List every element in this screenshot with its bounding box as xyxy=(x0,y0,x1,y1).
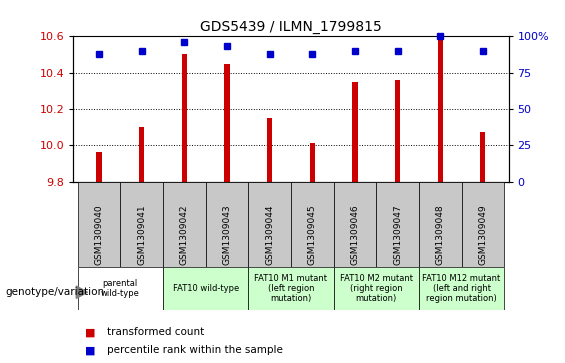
Text: GSM1309046: GSM1309046 xyxy=(350,204,359,265)
Text: FAT10 wild-type: FAT10 wild-type xyxy=(172,284,239,293)
Bar xyxy=(267,118,272,182)
Bar xyxy=(480,132,485,182)
Text: FAT10 M2 mutant
(right region
mutation): FAT10 M2 mutant (right region mutation) xyxy=(340,274,413,303)
Text: genotype/variation: genotype/variation xyxy=(6,287,105,297)
Text: GSM1309045: GSM1309045 xyxy=(308,204,317,265)
Bar xyxy=(310,143,315,182)
Text: transformed count: transformed count xyxy=(107,327,205,337)
Text: GSM1309047: GSM1309047 xyxy=(393,204,402,265)
Polygon shape xyxy=(76,286,88,298)
Bar xyxy=(97,152,102,182)
Bar xyxy=(419,267,504,310)
Text: GSM1309042: GSM1309042 xyxy=(180,205,189,265)
Bar xyxy=(78,267,163,310)
Bar xyxy=(395,80,400,182)
Bar xyxy=(139,127,144,182)
Text: GSM1309040: GSM1309040 xyxy=(94,204,103,265)
Text: parental
wild-type: parental wild-type xyxy=(101,279,140,298)
Text: GSM1309049: GSM1309049 xyxy=(479,204,488,265)
Text: FAT10 M1 mutant
(left region
mutation): FAT10 M1 mutant (left region mutation) xyxy=(254,274,328,303)
Bar xyxy=(78,182,120,267)
Bar xyxy=(120,182,163,267)
Bar xyxy=(249,182,291,267)
Text: GSM1309048: GSM1309048 xyxy=(436,204,445,265)
Bar xyxy=(419,182,462,267)
Bar xyxy=(206,182,249,267)
Bar xyxy=(353,82,358,182)
Bar xyxy=(224,64,229,182)
Bar xyxy=(376,182,419,267)
Title: GDS5439 / ILMN_1799815: GDS5439 / ILMN_1799815 xyxy=(200,20,382,34)
Bar xyxy=(333,267,419,310)
Text: GSM1309044: GSM1309044 xyxy=(265,205,274,265)
Bar xyxy=(333,182,376,267)
Bar xyxy=(438,40,443,182)
Bar xyxy=(291,182,333,267)
Text: GSM1309041: GSM1309041 xyxy=(137,204,146,265)
Bar xyxy=(163,267,249,310)
Bar xyxy=(163,182,206,267)
Bar xyxy=(462,182,504,267)
Text: GSM1309043: GSM1309043 xyxy=(223,204,232,265)
Bar xyxy=(249,267,333,310)
Bar xyxy=(182,54,187,182)
Text: ■: ■ xyxy=(85,345,95,355)
Text: ■: ■ xyxy=(85,327,95,337)
Text: FAT10 M12 mutant
(left and right
region mutation): FAT10 M12 mutant (left and right region … xyxy=(423,274,501,303)
Text: percentile rank within the sample: percentile rank within the sample xyxy=(107,345,283,355)
